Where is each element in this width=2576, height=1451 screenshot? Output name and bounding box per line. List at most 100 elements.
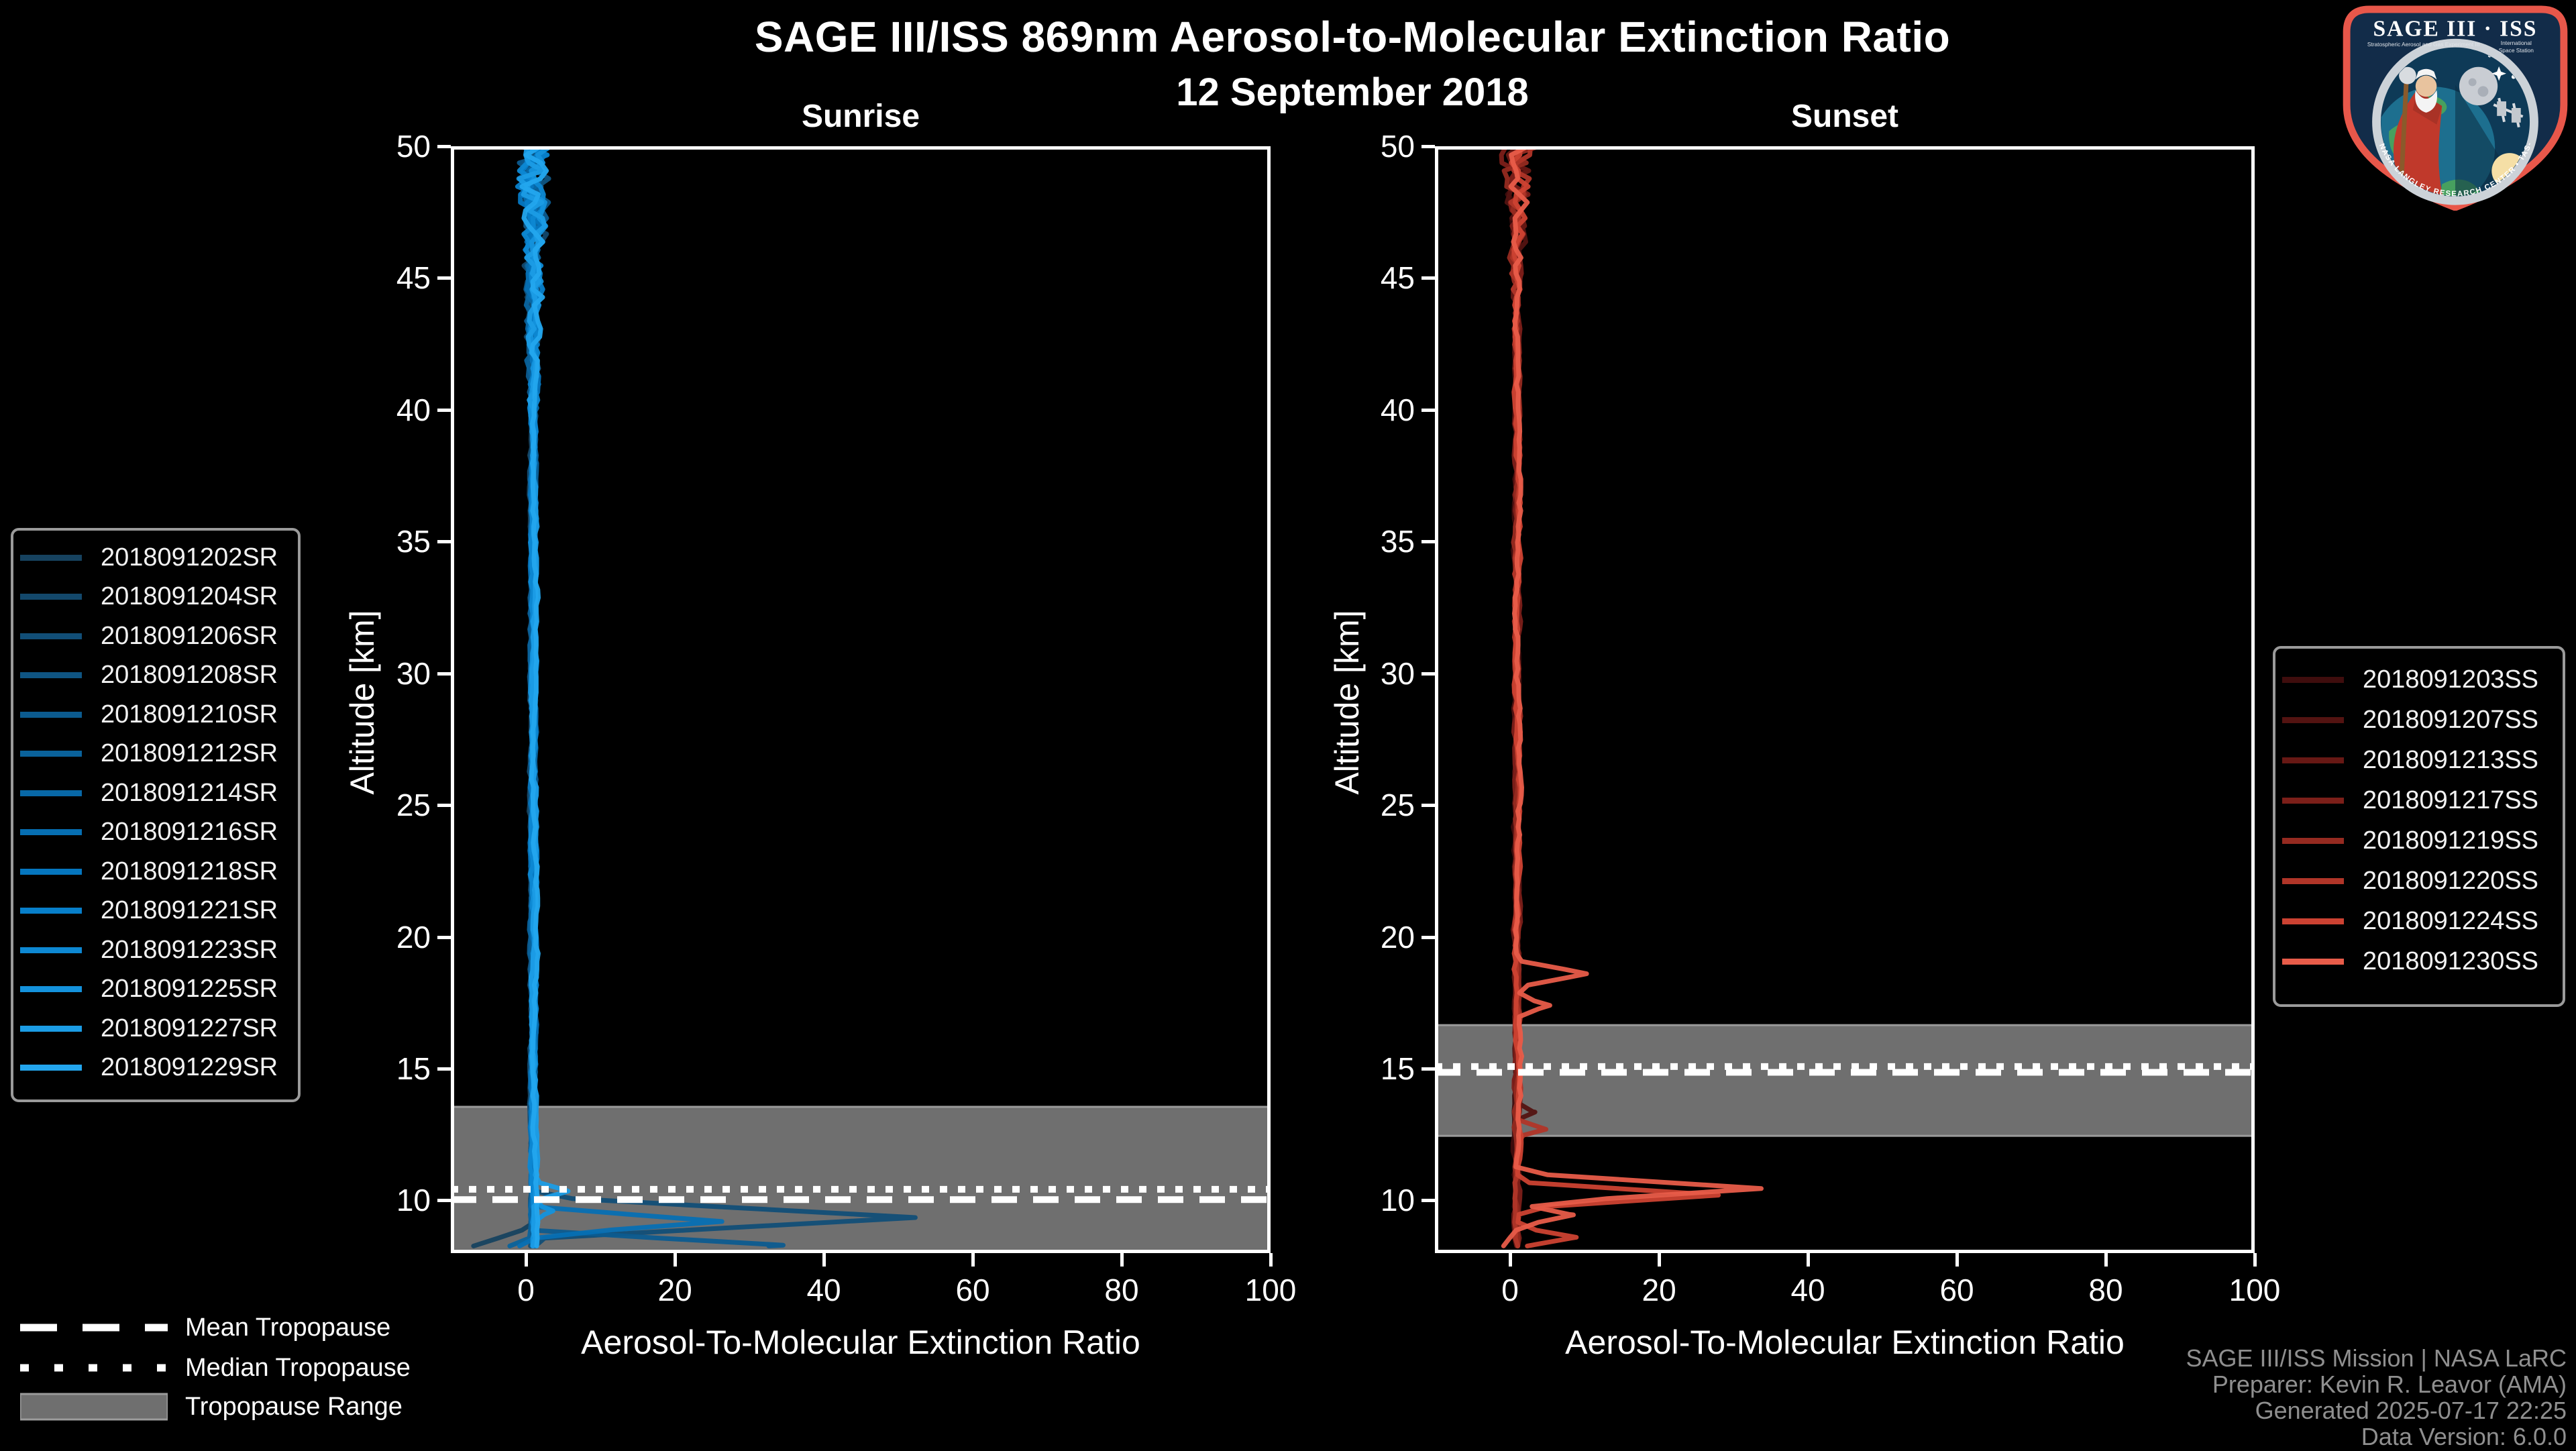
y-tick [1421, 145, 1435, 148]
legend-line-swatch [20, 594, 82, 600]
logo-subtitle-right-text1: International [2501, 40, 2532, 46]
legend-event-label: 2018091219SS [2363, 826, 2539, 855]
y-tick-label: 45 [1380, 260, 1415, 296]
legend-item-2018091219SS: 2018091219SS [2275, 826, 2563, 855]
legend-event-label: 2018091213SS [2363, 745, 2539, 774]
y-tick-label: 30 [1380, 655, 1415, 691]
legend-line-swatch [20, 711, 82, 718]
x-tick-label: 100 [2229, 1273, 2281, 1307]
legend-event-label: 2018091216SR [101, 818, 278, 846]
x-tick [674, 1253, 678, 1267]
y-tick [1421, 276, 1435, 280]
legend-event-label: 2018091206SR [101, 621, 278, 650]
legend-event-label: 2018091230SS [2363, 947, 2539, 975]
x-tick [822, 1253, 826, 1267]
logo-subtitle-right-text2: Space Station [2499, 47, 2534, 54]
footer-mission-line: SAGE III/ISS Mission | NASA LaRC [2186, 1344, 2567, 1372]
x-tick [1955, 1253, 1960, 1267]
legend-line-swatch [20, 790, 82, 796]
y-tick [1421, 1199, 1435, 1203]
legend-event-label: 2018091220SS [2363, 866, 2539, 895]
x-tick [1269, 1253, 1273, 1267]
page-title: SAGE III/ISS 869nm Aerosol-to-Molecular … [754, 13, 1951, 61]
legend-item-2018091202SR: 2018091202SR [13, 543, 298, 572]
x-tick-label: 100 [1244, 1273, 1297, 1307]
legend-event-label: 2018091212SR [101, 739, 278, 767]
footer-generated-line: Generated 2025-07-17 22:25 [2255, 1397, 2567, 1424]
sunset-x-axis-label: Aerosol-To-Molecular Extinction Ratio [1565, 1324, 2125, 1361]
legend-item-2018091216SR: 2018091216SR [13, 818, 298, 847]
y-tick [1421, 1067, 1435, 1071]
legend-event-label: 2018091221SR [101, 896, 278, 924]
legend-line-swatch [2282, 837, 2344, 844]
tropopause-range-legend-item: Tropopause Range [20, 1391, 402, 1422]
sunrise-events-legend: 2018091202SR 2018091204SR 2018091206SR 2018… [11, 528, 301, 1102]
legend-line-swatch [20, 633, 82, 639]
y-tick-label: 20 [396, 919, 431, 955]
y-tick-label: 25 [1380, 788, 1415, 823]
legend-event-label: 2018091203SS [2363, 665, 2539, 694]
mean-tropopause-legend-item: Mean Tropopause [20, 1312, 390, 1343]
x-tick-label: 60 [1939, 1273, 1974, 1307]
x-tick-label: 20 [1642, 1273, 1676, 1307]
y-tick [437, 671, 451, 676]
moon-icon [2459, 66, 2498, 106]
legend-event-label: 2018091208SR [101, 661, 278, 689]
legend-line-swatch [2282, 797, 2344, 804]
legend-item-2018091210SR: 2018091210SR [13, 700, 298, 729]
x-tick [1120, 1253, 1124, 1267]
legend-event-label: 2018091223SR [101, 935, 278, 964]
y-tick-label: 15 [396, 1051, 431, 1086]
legend-line-swatch [20, 1065, 82, 1071]
x-tick-label: 20 [657, 1273, 692, 1307]
x-tick [2253, 1253, 2257, 1267]
tropopause-range-band [1435, 1024, 2255, 1137]
profile-line-2018091229SR [519, 146, 549, 1248]
footer-data-version-line: Data Version: 6.0.0 [2361, 1423, 2567, 1450]
legend-event-label: 2018091224SS [2363, 906, 2539, 935]
legend-line-swatch [20, 908, 82, 914]
x-tick [1658, 1253, 1662, 1267]
legend-item-2018091206SR: 2018091206SR [13, 621, 298, 651]
legend-event-label: 2018091229SR [101, 1053, 278, 1081]
sunset-panel-title: Sunset [1790, 99, 1899, 134]
y-tick [437, 145, 451, 148]
legend-item-2018091204SR: 2018091204SR [13, 582, 298, 612]
legend-event-label: 2018091218SR [101, 857, 278, 885]
legend-item-2018091214SR: 2018091214SR [13, 778, 298, 808]
mean-tropopause-dash-swatch [20, 1324, 168, 1332]
tropopause-range-band [451, 1106, 1271, 1253]
legend-line-swatch [2282, 918, 2344, 924]
sunrise-plot-area [451, 146, 1271, 1253]
tropopause-range-label: Tropopause Range [185, 1392, 402, 1421]
profile-line-2018091210SR [517, 146, 786, 1248]
tropopause-range-swatch [20, 1393, 168, 1421]
x-tick [1509, 1253, 1513, 1267]
x-tick-label: 80 [2088, 1273, 2123, 1307]
legend-event-label: 2018091225SR [101, 975, 278, 1003]
y-tick [437, 408, 451, 412]
y-tick [437, 1067, 451, 1071]
legend-item-2018091229SR: 2018091229SR [13, 1053, 298, 1083]
x-tick-label: 0 [1501, 1273, 1519, 1307]
y-tick-label: 50 [1380, 129, 1415, 164]
legend-line-swatch [20, 947, 82, 953]
legend-item-2018091220SS: 2018091220SS [2275, 866, 2563, 896]
legend-line-swatch [20, 554, 82, 561]
y-tick-label: 20 [1380, 919, 1415, 955]
y-tick-label: 10 [1380, 1183, 1415, 1218]
y-tick [437, 540, 451, 544]
y-tick [437, 276, 451, 280]
y-tick-label: 30 [396, 655, 431, 691]
sage-iii-iss-mission-logo: SAGE III · ISS Stratospheric Aerosol and… [2339, 0, 2568, 211]
mission-patch-icon: SAGE III · ISS Stratospheric Aerosol and… [2339, 0, 2568, 211]
x-tick-label: 60 [955, 1273, 990, 1307]
footer-preparer-line: Preparer: Kevin R. Leavor (AMA) [2212, 1371, 2567, 1398]
y-tick [1421, 804, 1435, 808]
y-tick-label: 10 [396, 1183, 431, 1218]
median-tropopause-dot-swatch [20, 1364, 168, 1372]
y-tick-label: 35 [1380, 524, 1415, 559]
y-tick [1421, 935, 1435, 939]
legend-event-label: 2018091227SR [101, 1014, 278, 1042]
x-tick [2104, 1253, 2108, 1267]
